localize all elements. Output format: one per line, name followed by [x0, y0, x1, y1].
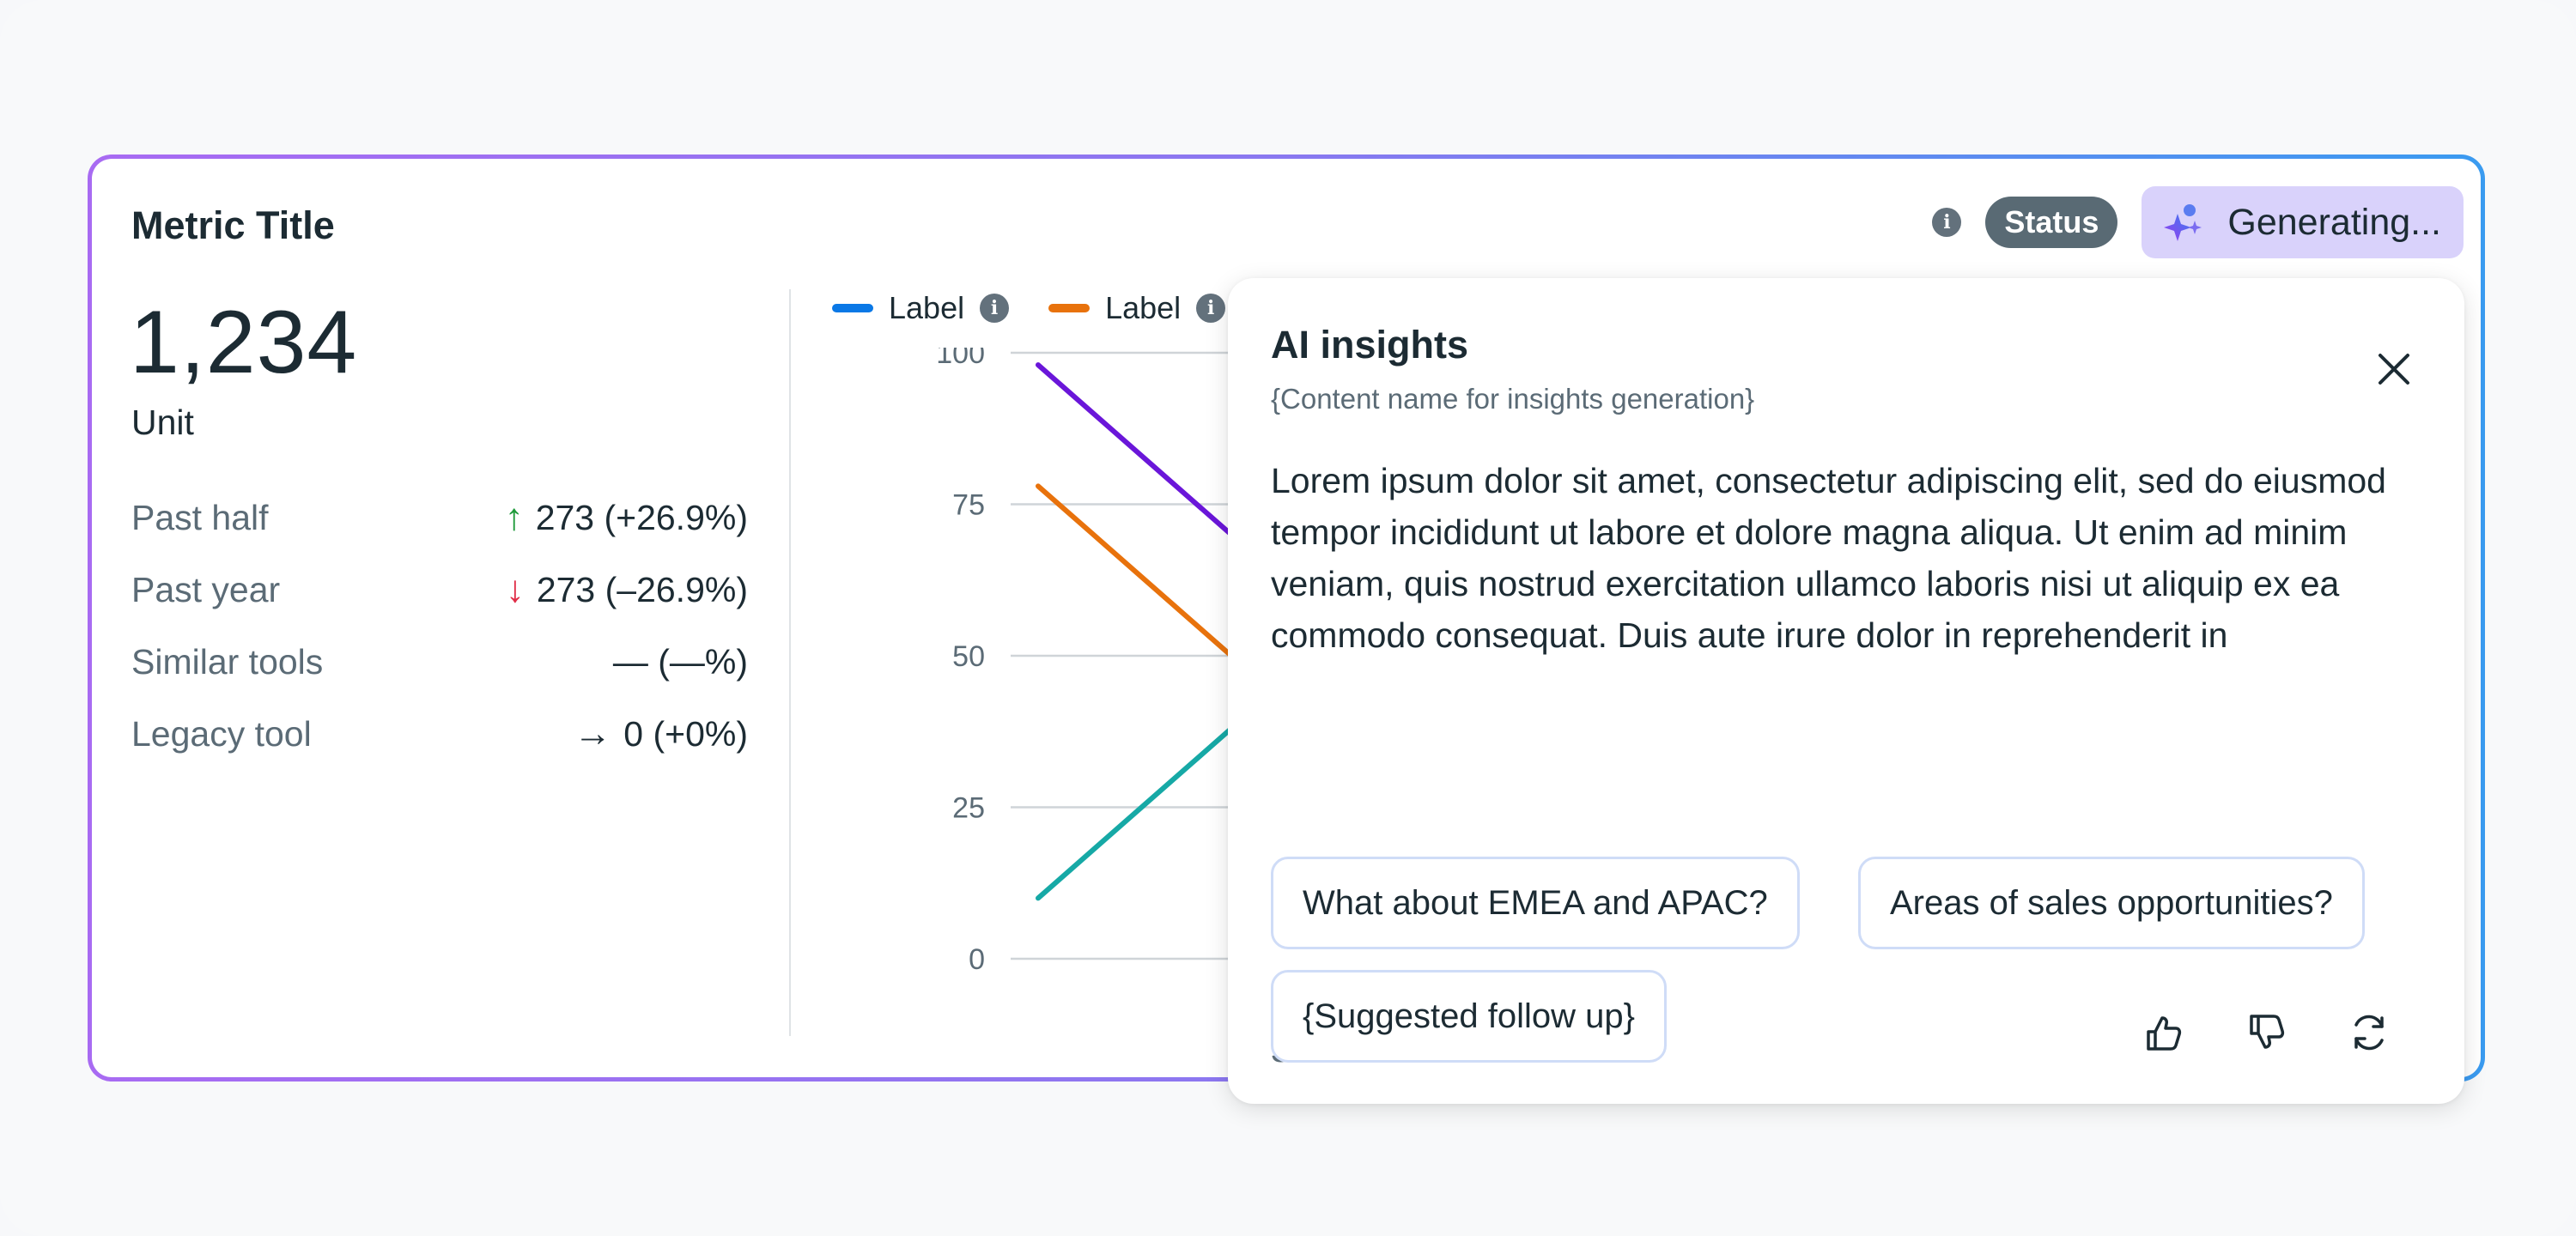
metric-value: 1,234 [130, 293, 358, 392]
stat-label: Past half [131, 497, 269, 537]
generating-button[interactable]: Generating... [2142, 186, 2464, 258]
insights-text: Lorem ipsum dolor sit amet, consectetur … [1271, 461, 2386, 655]
suggestion-chip[interactable]: {Suggested follow up} [1271, 970, 1667, 1063]
stat-value-group: ↑ 273 (+26.9%) [505, 496, 748, 539]
metric-title: Metric Title [131, 203, 335, 247]
stat-value: 273 (+26.9%) [535, 497, 748, 537]
close-button[interactable] [2368, 343, 2420, 395]
feedback-actions [2140, 1009, 2392, 1056]
legend-swatch [832, 304, 873, 312]
suggestion-chip[interactable]: What about EMEA and APAC? [1271, 857, 1800, 949]
arrow-up-icon: ↑ [504, 496, 524, 538]
close-icon [2379, 354, 2409, 385]
stat-row-legacy-tool: Legacy tool → 0 (+0%) [131, 708, 748, 760]
arrow-right-icon: → [574, 712, 612, 754]
stat-label: Past year [131, 569, 281, 609]
stat-label: Legacy tool [131, 713, 312, 754]
thumbs-up-button[interactable] [2140, 1009, 2186, 1056]
legend-swatch [1048, 304, 1091, 312]
y-tick-label: 25 [952, 792, 985, 825]
y-tick-label: 100 [936, 348, 985, 370]
regenerate-button[interactable] [2346, 1009, 2392, 1056]
info-icon[interactable]: i [980, 294, 1010, 323]
status-badge: Status [1985, 197, 2118, 248]
panel-title: AI insights [1271, 323, 1469, 367]
chart-legend: Label i Label i [832, 290, 1226, 326]
stat-label: Similar tools [131, 641, 324, 682]
generating-label: Generating... [2227, 201, 2441, 243]
metric-unit: Unit [131, 403, 194, 442]
section-divider [789, 289, 791, 1036]
y-tick-label: 50 [952, 640, 985, 673]
stat-row-past-year: Past year ↓ 273 (–26.9%) [131, 564, 748, 615]
stat-value: 0 (+0%) [623, 713, 748, 754]
card-header-actions: i Status Generating... [1932, 186, 2464, 258]
stat-row-similar-tools: Similar tools — (—%) [131, 636, 748, 688]
stat-value: — (—%) [612, 641, 748, 682]
thumbs-up-icon [2147, 1016, 2182, 1051]
legend-label: Label [889, 290, 965, 325]
stat-value-group: — (—%) [613, 642, 748, 682]
legend-item[interactable]: Label i [832, 290, 1010, 326]
sparkle-icon [2164, 204, 2202, 241]
thumbs-down-icon [2250, 1015, 2285, 1049]
legend-label: Label [1105, 290, 1182, 325]
refresh-icon [2354, 1015, 2384, 1051]
ai-insights-panel: AI insights {Content name for insights g… [1228, 278, 2464, 1104]
stat-value-group: ↓ 273 (–26.9%) [506, 568, 748, 611]
stat-value: 273 (–26.9%) [536, 569, 748, 609]
info-icon[interactable]: i [1932, 208, 1962, 237]
stat-row-past-half: Past half ↑ 273 (+26.9%) [131, 492, 748, 543]
y-tick-label: 0 [969, 943, 985, 976]
info-icon[interactable]: i [1196, 294, 1226, 323]
stat-value-group: → 0 (+0%) [574, 712, 748, 755]
panel-subtitle: {Content name for insights generation} [1271, 383, 1755, 415]
y-tick-label: 75 [952, 489, 985, 522]
arrow-down-icon: ↓ [505, 568, 525, 610]
thumbs-down-button[interactable] [2243, 1009, 2289, 1056]
legend-item[interactable]: Label i [1048, 290, 1226, 326]
suggestion-chip[interactable]: Areas of sales opportunities? [1858, 857, 2365, 949]
